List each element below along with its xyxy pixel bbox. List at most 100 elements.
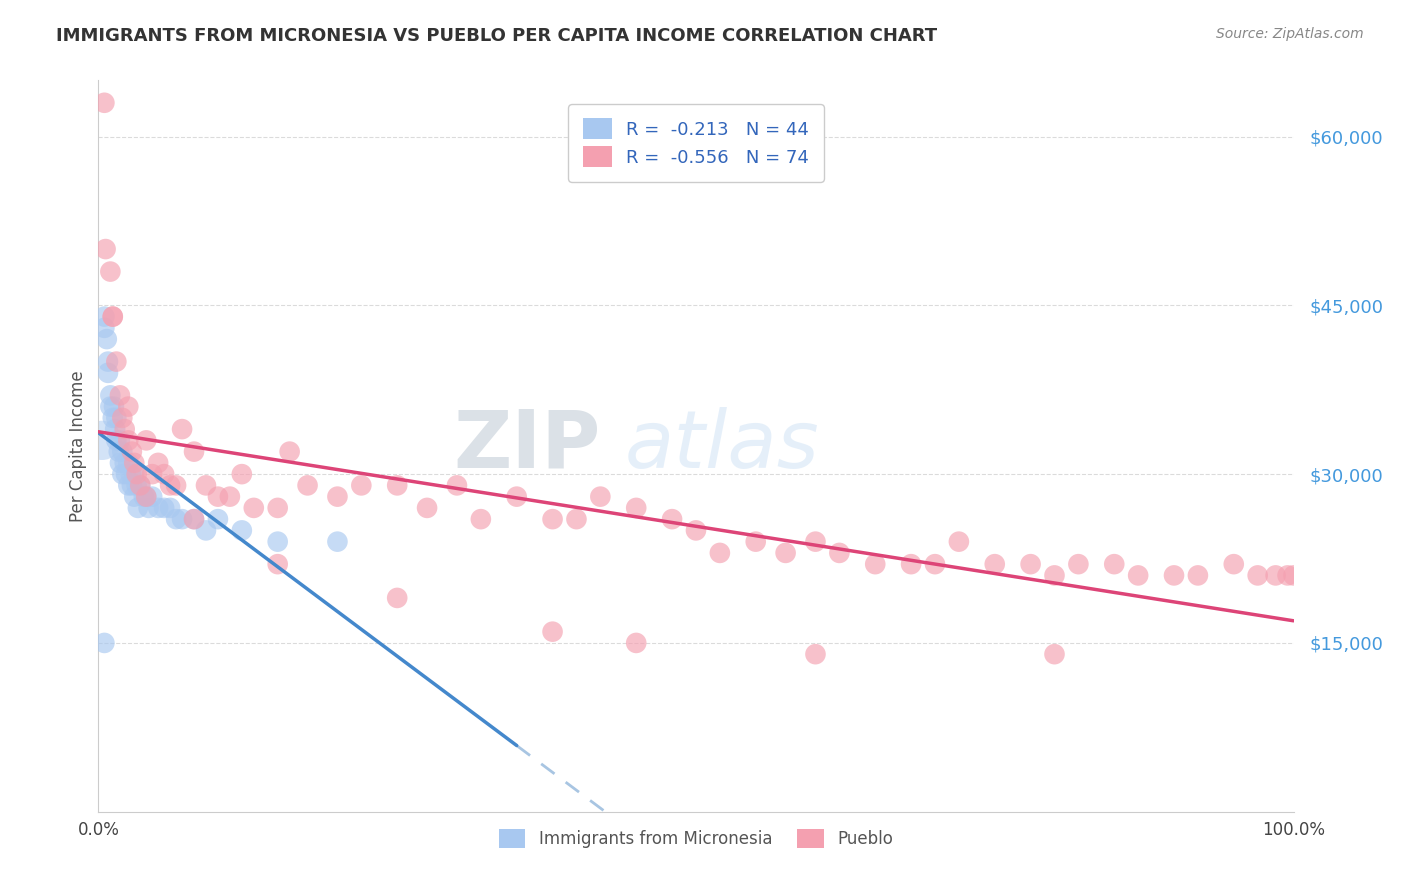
- Point: [93, 310, 115, 324]
- Text: Source: ZipAtlas.com: Source: ZipAtlas.com: [1216, 27, 1364, 41]
- Point: [541, 512, 564, 526]
- Point: [1187, 568, 1209, 582]
- Point: [105, 410, 128, 425]
- Point: [1019, 557, 1042, 571]
- Point: [948, 534, 970, 549]
- Point: [138, 500, 160, 515]
- Point: [865, 557, 887, 571]
- Point: [141, 490, 163, 504]
- Point: [101, 310, 124, 324]
- Point: [117, 400, 139, 414]
- Point: [183, 512, 205, 526]
- Point: [108, 388, 131, 402]
- Point: [195, 478, 218, 492]
- Point: [1043, 568, 1066, 582]
- Point: [207, 490, 229, 504]
- Point: [117, 434, 139, 448]
- Point: [326, 534, 349, 549]
- Point: [125, 467, 148, 482]
- Point: [1223, 557, 1246, 571]
- Point: [626, 636, 648, 650]
- Point: [1043, 647, 1066, 661]
- Point: [195, 524, 218, 538]
- Point: [105, 434, 128, 448]
- Point: [124, 456, 146, 470]
- Legend: Immigrants from Micronesia, Pueblo: Immigrants from Micronesia, Pueblo: [492, 822, 900, 855]
- Point: [1128, 568, 1150, 582]
- Point: [416, 500, 439, 515]
- Point: [446, 478, 468, 492]
- Point: [541, 624, 564, 639]
- Point: [111, 410, 134, 425]
- Point: [135, 490, 157, 504]
- Text: ZIP: ZIP: [453, 407, 600, 485]
- Point: [159, 500, 181, 515]
- Point: [104, 422, 127, 436]
- Point: [219, 490, 242, 504]
- Point: [94, 242, 117, 256]
- Point: [165, 478, 187, 492]
- Point: [267, 557, 290, 571]
- Point: [775, 546, 797, 560]
- Point: [267, 500, 290, 515]
- Point: [828, 546, 851, 560]
- Point: [984, 557, 1007, 571]
- Point: [101, 410, 124, 425]
- Point: [108, 434, 131, 448]
- Point: [231, 467, 253, 482]
- Point: [1163, 568, 1185, 582]
- Point: [93, 95, 115, 110]
- Text: atlas: atlas: [624, 407, 820, 485]
- Point: [121, 444, 143, 458]
- Point: [165, 512, 187, 526]
- Point: [98, 388, 122, 402]
- Point: [172, 422, 194, 436]
- Point: [105, 354, 128, 368]
- Point: [117, 456, 139, 470]
- Point: [1067, 557, 1090, 571]
- Point: [129, 478, 152, 492]
- Point: [804, 647, 827, 661]
- Point: [900, 557, 922, 571]
- Point: [626, 500, 648, 515]
- Point: [565, 512, 588, 526]
- Point: [98, 264, 122, 278]
- Y-axis label: Per Capita Income: Per Capita Income: [69, 370, 87, 522]
- Point: [96, 332, 118, 346]
- Point: [121, 478, 143, 492]
- Point: [101, 310, 124, 324]
- Point: [231, 524, 253, 538]
- Point: [132, 490, 155, 504]
- Point: [129, 478, 152, 492]
- Point: [172, 512, 194, 526]
- Point: [124, 490, 146, 504]
- Point: [385, 478, 409, 492]
- Point: [385, 591, 409, 605]
- Point: [326, 490, 349, 504]
- Point: [114, 422, 136, 436]
- Point: [103, 400, 125, 414]
- Point: [278, 444, 301, 458]
- Point: [125, 478, 148, 492]
- Point: [159, 478, 181, 492]
- Point: [124, 467, 146, 482]
- Point: [297, 478, 319, 492]
- Point: [114, 456, 136, 470]
- Point: [135, 434, 157, 448]
- Point: [93, 636, 115, 650]
- Point: [115, 467, 138, 482]
- Point: [111, 467, 134, 482]
- Point: [183, 444, 205, 458]
- Point: [183, 512, 205, 526]
- Point: [243, 500, 266, 515]
- Point: [98, 400, 122, 414]
- Point: [267, 534, 290, 549]
- Point: [148, 500, 170, 515]
- Text: IMMIGRANTS FROM MICRONESIA VS PUEBLO PER CAPITA INCOME CORRELATION CHART: IMMIGRANTS FROM MICRONESIA VS PUEBLO PER…: [56, 27, 938, 45]
- Point: [117, 478, 139, 492]
- Point: [1264, 568, 1286, 582]
- Point: [745, 534, 768, 549]
- Point: [91, 434, 114, 448]
- Point: [148, 456, 170, 470]
- Point: [93, 321, 115, 335]
